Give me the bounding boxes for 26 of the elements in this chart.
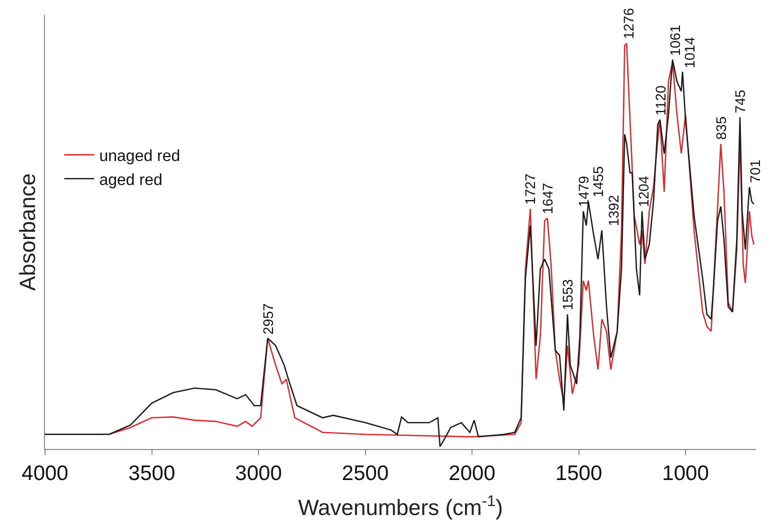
annotation: 1479 xyxy=(575,176,592,208)
annotation: 1120 xyxy=(652,85,668,116)
legend-label: aged red xyxy=(99,172,162,189)
annotation: 1727 xyxy=(522,173,538,205)
x-tick-label: 4000 xyxy=(22,462,68,486)
annotation: 1553 xyxy=(560,278,576,310)
annotation: 1455 xyxy=(590,166,606,198)
legend-label: unaged red xyxy=(99,148,180,166)
x-tick-label: 2000 xyxy=(448,462,496,486)
annotation: 1014 xyxy=(682,36,698,68)
annotation: 1392 xyxy=(605,194,622,226)
annotation: 1204 xyxy=(635,176,652,208)
x-tick-label: 2500 xyxy=(342,462,389,486)
annotation: 745 xyxy=(732,90,748,114)
annotation: 2957 xyxy=(260,303,276,334)
annotation: 1647 xyxy=(540,182,556,214)
x-axis-title: Wavenumbers (cm$^{-1}$) xyxy=(298,492,503,520)
x-tick-label: 3000 xyxy=(235,462,282,486)
annotation: 1276 xyxy=(620,8,636,40)
x-tick-label: 3500 xyxy=(128,462,176,486)
x-tick-label: 1500 xyxy=(555,462,602,486)
annotation: 701 xyxy=(747,159,764,183)
x-tick-label: 1000 xyxy=(662,462,709,486)
y-axis-title: Absorbance xyxy=(14,173,40,291)
annotation: 835 xyxy=(712,116,729,140)
annotation: 1061 xyxy=(666,24,683,56)
